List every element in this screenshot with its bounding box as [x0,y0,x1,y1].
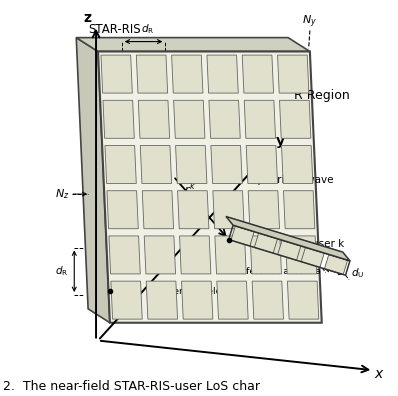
Polygon shape [252,224,277,239]
Polygon shape [228,217,254,232]
Polygon shape [98,51,322,323]
Polygon shape [283,191,315,229]
Polygon shape [172,55,203,93]
Polygon shape [281,145,313,183]
Polygon shape [138,100,170,138]
Text: $d_{\rm R}$: $d_{\rm R}$ [55,265,68,278]
Polygon shape [298,238,324,253]
Polygon shape [76,38,110,323]
Text: user k: user k [312,238,344,249]
Text: STAR-RIS: STAR-RIS [88,23,141,36]
Polygon shape [181,281,213,319]
Polygon shape [144,236,176,274]
Polygon shape [176,145,207,183]
Text: $r_{mn}^k$: $r_{mn}^k$ [184,180,202,200]
Polygon shape [215,236,246,274]
Polygon shape [301,247,324,267]
Polygon shape [322,246,347,260]
Text: $N_y$: $N_y$ [302,13,317,30]
Text: $d_{\rm R}$: $d_{\rm R}$ [141,22,154,36]
Polygon shape [174,100,205,138]
Polygon shape [217,281,248,319]
Polygon shape [254,233,277,253]
Text: 2.  The near-field STAR-RIS-user LoS char: 2. The near-field STAR-RIS-user LoS char [3,380,260,392]
Text: spherical  wave: spherical wave [252,175,334,185]
Polygon shape [242,55,273,93]
Text: $\mathbf{y}$: $\mathbf{y}$ [275,135,286,150]
Polygon shape [136,55,168,93]
Polygon shape [109,236,140,274]
Polygon shape [324,254,347,274]
Polygon shape [178,191,209,229]
Polygon shape [278,240,301,260]
Polygon shape [142,191,174,229]
Text: R Region: R Region [294,89,350,101]
Polygon shape [252,281,283,319]
Polygon shape [277,55,309,93]
Polygon shape [103,100,134,138]
Polygon shape [207,55,238,93]
Text: reference antenna: reference antenna [237,267,320,276]
Polygon shape [76,38,310,51]
Polygon shape [226,217,350,261]
Text: reference element: reference element [161,287,246,295]
Polygon shape [101,55,132,93]
Polygon shape [140,145,172,183]
Polygon shape [275,231,301,246]
Polygon shape [105,145,136,183]
Text: $d_{\rm U}$: $d_{\rm U}$ [351,267,365,280]
Polygon shape [209,100,240,138]
Polygon shape [248,191,279,229]
Text: $x$: $x$ [374,367,384,381]
Polygon shape [231,226,254,246]
Polygon shape [250,236,281,274]
Polygon shape [146,281,178,319]
Polygon shape [285,236,317,274]
Polygon shape [107,191,138,229]
Polygon shape [244,100,275,138]
Polygon shape [179,236,211,274]
Polygon shape [287,281,319,319]
Polygon shape [211,145,242,183]
Polygon shape [213,191,244,229]
Polygon shape [279,100,311,138]
Polygon shape [111,281,142,319]
Polygon shape [246,145,277,183]
Text: $\mathbf{z}$: $\mathbf{z}$ [84,11,93,25]
Text: $N_z$: $N_z$ [55,187,70,201]
